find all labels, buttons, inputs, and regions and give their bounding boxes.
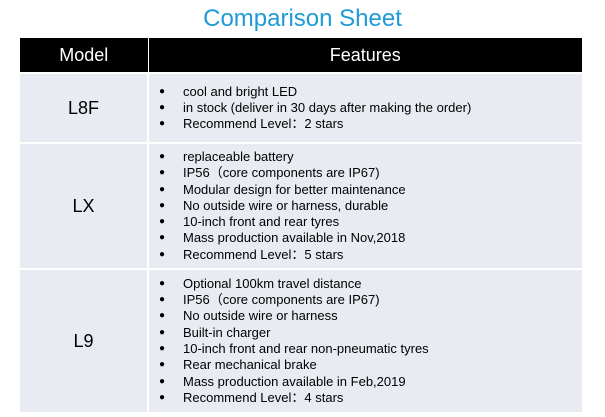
list-item: ● Optional 100km travel distance (159, 276, 582, 292)
list-item: ● No outside wire or harness (159, 308, 582, 324)
list-item: ● cool and bright LED (159, 84, 582, 100)
feature-list: ● replaceable battery ● IP56（core componen… (149, 149, 582, 263)
list-item: ● IP56（core components are IP67) (159, 292, 582, 308)
feature-text: Modular design for better maintenance (183, 181, 406, 197)
bullet-icon: ● (159, 294, 166, 306)
feature-text: Recommend Level：5 stars (183, 246, 344, 262)
list-item: ● Recommend Level：5 stars (159, 247, 582, 263)
bullet-icon: ● (159, 248, 166, 260)
feature-text: IP56（core components are IP67) (183, 165, 380, 181)
bullet-icon: ● (159, 232, 166, 244)
feature-text: Mass production available in Feb,2019 (183, 373, 406, 389)
list-item: ● Built-in charger (159, 325, 582, 341)
page-title: Comparison Sheet (203, 5, 402, 32)
feature-text: replaceable battery (183, 148, 294, 164)
feature-text: in stock (deliver in 30 days after makin… (183, 99, 472, 115)
model-cell: L9 (20, 268, 149, 412)
bullet-icon: ● (159, 216, 166, 228)
list-item: ● replaceable battery (159, 149, 582, 165)
list-item: ● IP56（core components are IP67) (159, 165, 582, 181)
feature-list: ● Optional 100km travel distance ● IP56（co… (149, 276, 582, 406)
list-item: ● Rear mechanical brake (159, 357, 582, 373)
feature-text: No outside wire or harness, durable (183, 197, 389, 213)
feature-text: Optional 100km travel distance (183, 275, 362, 291)
bullet-icon: ● (159, 359, 166, 371)
features-cell: ● Optional 100km travel distance ● IP56（co… (148, 268, 582, 412)
bullet-icon: ● (159, 118, 166, 130)
bullet-icon: ● (159, 85, 166, 97)
bullet-icon: ● (159, 391, 166, 403)
model-cell: LX (20, 142, 149, 269)
bullet-icon: ● (159, 375, 166, 387)
feature-text: Recommend Level：2 stars (183, 116, 344, 132)
bullet-icon: ● (159, 343, 166, 354)
bullet-icon: ● (159, 183, 166, 195)
bullet-icon: ● (159, 150, 166, 162)
table-row: L8F ● cool and bright LED ● in stock (deli… (20, 72, 582, 143)
list-item: ● Mass production available in Nov,2018 (159, 230, 582, 246)
list-item: ● Recommend Level：2 stars (159, 116, 582, 132)
column-header-model: Model (20, 38, 149, 73)
feature-text: Built-in charger (183, 324, 271, 340)
table-row: L9 ● Optional 100km travel distance ● IP56… (20, 268, 582, 412)
table-header-row: Model Features (20, 38, 582, 73)
feature-text: Rear mechanical brake (183, 357, 317, 373)
bullet-icon: ● (159, 310, 166, 322)
feature-text: IP56（core components are IP67) (183, 292, 380, 308)
features-cell: ● cool and bright LED ● in stock (deliver … (148, 72, 582, 143)
feature-text: No outside wire or harness (183, 308, 338, 324)
feature-list: ● cool and bright LED ● in stock (deliver … (149, 84, 582, 133)
features-cell: ● replaceable battery ● IP56（core componen… (148, 142, 582, 269)
list-item: ● 10-inch front and rear tyres (159, 214, 582, 230)
feature-text: 10-inch front and rear non-pneumatic tyr… (183, 341, 429, 356)
list-item: ● Modular design for better maintenance (159, 182, 582, 198)
list-item: ● Mass production available in Feb,2019 (159, 374, 582, 390)
list-item: ● 10-inch front and rear non-pneumatic ty… (159, 341, 582, 357)
table-row: LX ● replaceable battery ● IP56（core compo… (20, 142, 582, 269)
bullet-icon: ● (159, 277, 166, 289)
list-item: ● Recommend Level：4 stars (159, 390, 582, 406)
comparison-table: Model Features L8F ● cool and bright LED … (20, 38, 582, 412)
bullet-icon: ● (159, 167, 166, 179)
column-header-features: Features (148, 38, 582, 73)
feature-text: Recommend Level：4 stars (183, 389, 344, 405)
feature-text: cool and bright LED (183, 83, 298, 99)
feature-text: Mass production available in Nov,2018 (183, 230, 406, 246)
bullet-icon: ● (159, 326, 166, 338)
model-cell: L8F (20, 72, 149, 143)
bullet-icon: ● (159, 199, 166, 211)
bullet-icon: ● (159, 101, 166, 113)
list-item: ● No outside wire or harness, durable (159, 198, 582, 214)
feature-text: 10-inch front and rear tyres (183, 214, 340, 230)
list-item: ● in stock (deliver in 30 days after maki… (159, 100, 582, 116)
